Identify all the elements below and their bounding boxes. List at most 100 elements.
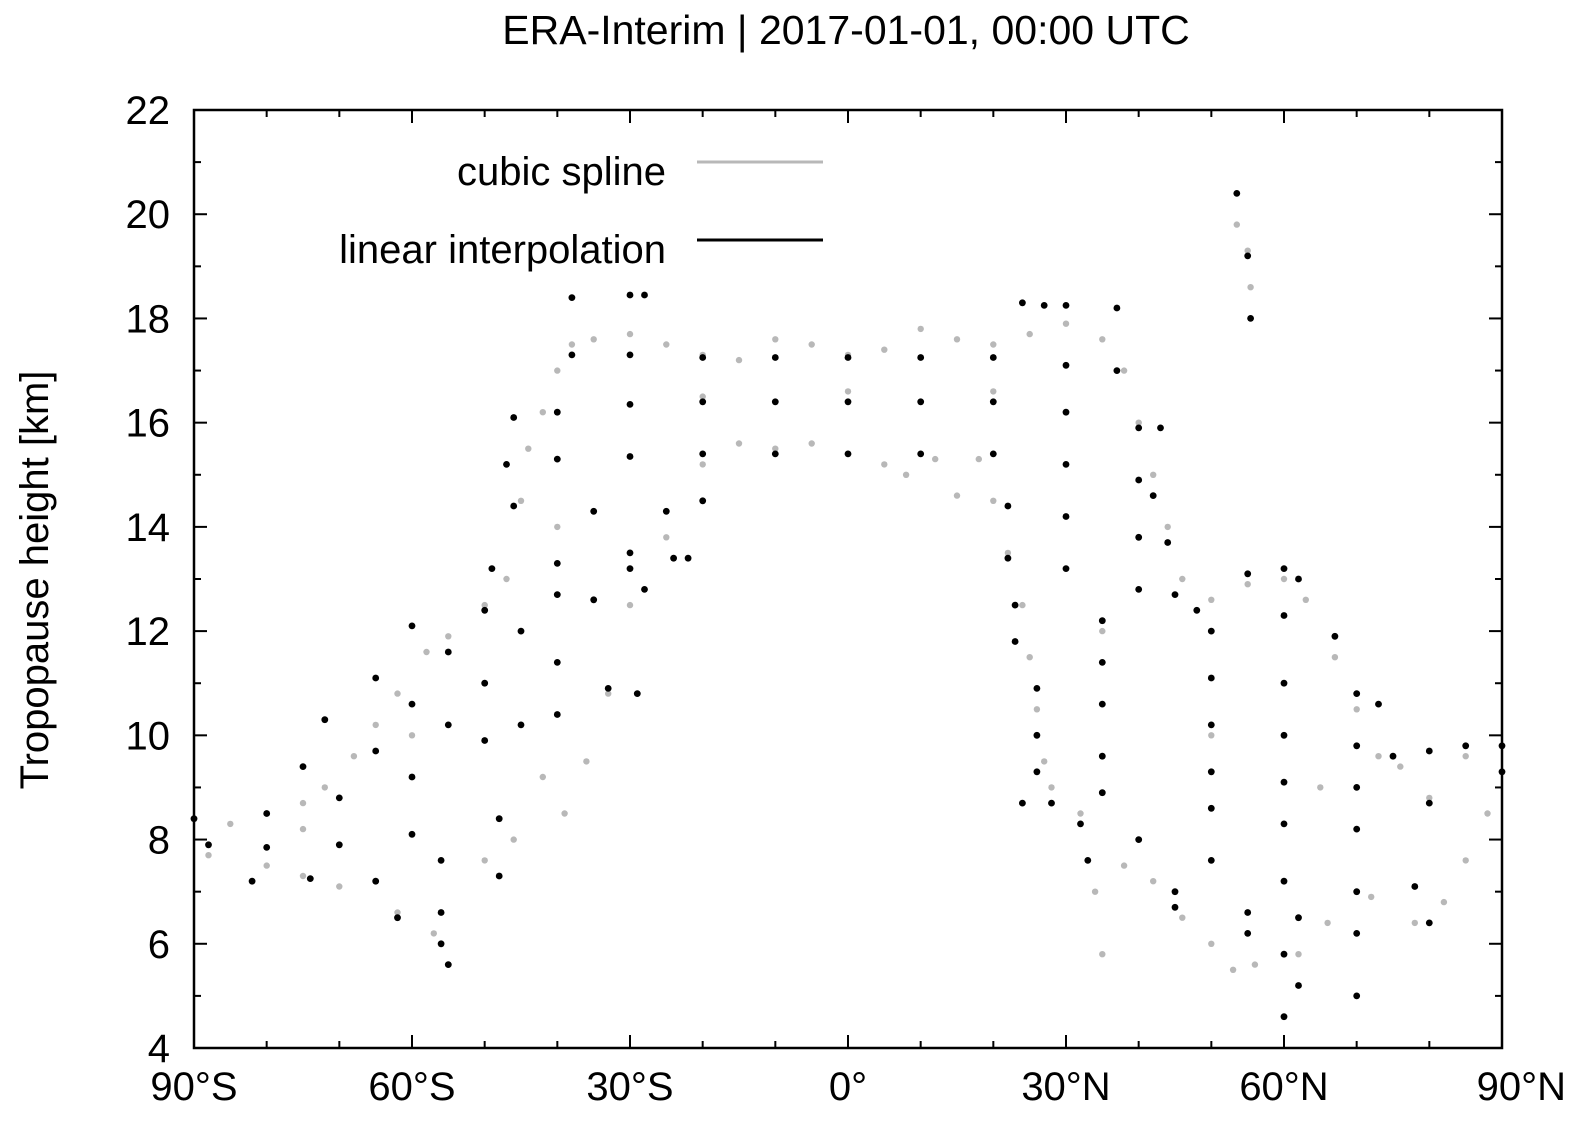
point-linear-41 xyxy=(684,554,692,562)
point-linear-43 xyxy=(590,507,598,515)
point-spline-109 xyxy=(1317,784,1324,791)
point-linear-45 xyxy=(699,497,707,505)
point-linear-58 xyxy=(553,408,561,416)
point-linear-140 xyxy=(1171,903,1179,911)
point-spline-59 xyxy=(583,758,590,765)
x-tick-label: 90°N xyxy=(1477,1065,1566,1109)
point-linear-36 xyxy=(626,565,634,572)
point-spline-4 xyxy=(321,784,328,791)
point-spline-85 xyxy=(1179,914,1186,921)
point-spline-29 xyxy=(1026,330,1033,338)
point-linear-24 xyxy=(321,716,329,724)
point-spline-57 xyxy=(539,773,546,781)
point-spline-55 xyxy=(481,857,488,864)
y-tick-label: 8 xyxy=(148,819,170,863)
point-linear-13 xyxy=(372,877,380,885)
point-linear-15 xyxy=(495,872,503,880)
point-linear-126 xyxy=(1019,799,1026,807)
point-spline-52 xyxy=(394,909,401,916)
point-spline-70 xyxy=(932,455,939,463)
point-linear-99 xyxy=(1011,638,1019,645)
point-linear-5 xyxy=(517,721,525,729)
point-linear-129 xyxy=(1135,836,1143,843)
point-spline-100 xyxy=(1247,284,1254,291)
point-linear-112 xyxy=(1098,752,1106,760)
point-spline-14 xyxy=(539,409,546,416)
point-linear-48 xyxy=(626,453,634,460)
point-linear-90 xyxy=(1004,554,1012,562)
point-linear-68 xyxy=(568,351,576,359)
point-linear-47 xyxy=(553,455,561,463)
point-linear-52 xyxy=(917,450,925,458)
point-linear-84 xyxy=(604,685,612,692)
point-linear-67 xyxy=(1157,424,1164,432)
point-linear-72 xyxy=(844,354,852,361)
point-spline-9 xyxy=(445,633,452,640)
point-spline-99 xyxy=(1244,247,1251,254)
point-linear-144 xyxy=(1280,1013,1288,1021)
point-linear-3 xyxy=(408,773,416,781)
point-spline-17 xyxy=(590,336,597,343)
point-spline-48 xyxy=(205,852,212,859)
point-spline-73 xyxy=(990,497,997,504)
point-linear-29 xyxy=(444,648,452,656)
point-linear-27 xyxy=(553,659,561,666)
y-tick-label: 12 xyxy=(126,610,171,654)
point-linear-59 xyxy=(626,401,634,408)
point-linear-97 xyxy=(1280,612,1288,619)
point-linear-51 xyxy=(844,450,852,458)
point-spline-12 xyxy=(517,497,525,504)
point-linear-14 xyxy=(437,857,445,864)
point-linear-33 xyxy=(408,622,416,630)
y-tick-label: 20 xyxy=(126,193,171,237)
point-spline-102 xyxy=(844,388,852,395)
point-linear-30 xyxy=(517,627,525,635)
point-spline-72 xyxy=(975,455,982,463)
point-spline-50 xyxy=(299,872,307,880)
point-spline-3 xyxy=(299,799,307,807)
point-spline-56 xyxy=(510,836,517,843)
point-linear-82 xyxy=(1062,302,1070,309)
point-spline-65 xyxy=(772,445,779,452)
point-spline-6 xyxy=(372,721,379,729)
point-linear-56 xyxy=(1149,492,1157,499)
point-linear-19 xyxy=(437,940,445,948)
point-linear-76 xyxy=(1113,367,1121,374)
point-linear-116 xyxy=(1425,747,1433,755)
point-spline-23 xyxy=(808,341,815,348)
point-spline-88 xyxy=(1251,961,1259,968)
point-linear-146 xyxy=(1233,190,1241,197)
point-linear-152 xyxy=(1295,575,1302,583)
point-linear-91 xyxy=(1062,565,1070,572)
point-linear-71 xyxy=(771,354,779,361)
point-spline-105 xyxy=(408,732,416,739)
point-spline-5 xyxy=(350,753,358,760)
point-linear-135 xyxy=(1171,888,1179,896)
y-axis-label: Tropopause height [km] xyxy=(13,371,57,790)
point-linear-37 xyxy=(670,554,677,562)
point-spline-96 xyxy=(1462,857,1469,864)
point-spline-82 xyxy=(1099,951,1106,958)
point-linear-16 xyxy=(394,914,401,922)
point-linear-139 xyxy=(1425,919,1433,927)
point-linear-21 xyxy=(372,747,380,755)
y-tick-label: 18 xyxy=(126,297,171,341)
point-linear-81 xyxy=(1040,302,1048,309)
point-spline-66 xyxy=(808,440,815,447)
point-spline-76 xyxy=(1026,654,1033,661)
point-linear-103 xyxy=(1353,690,1361,697)
point-spline-1 xyxy=(227,820,234,828)
point-linear-111 xyxy=(1033,731,1041,739)
point-spline-8 xyxy=(423,648,430,656)
point-linear-143 xyxy=(1295,982,1302,989)
point-spline-19 xyxy=(663,341,670,348)
point-linear-134 xyxy=(1084,857,1092,864)
point-linear-100 xyxy=(1098,659,1106,666)
point-linear-93 xyxy=(1171,591,1179,598)
point-linear-98 xyxy=(1331,632,1339,640)
point-linear-12 xyxy=(306,875,314,882)
point-linear-75 xyxy=(1062,361,1070,369)
point-linear-20 xyxy=(299,763,307,770)
point-linear-40 xyxy=(626,549,634,557)
point-linear-104 xyxy=(1375,700,1382,708)
